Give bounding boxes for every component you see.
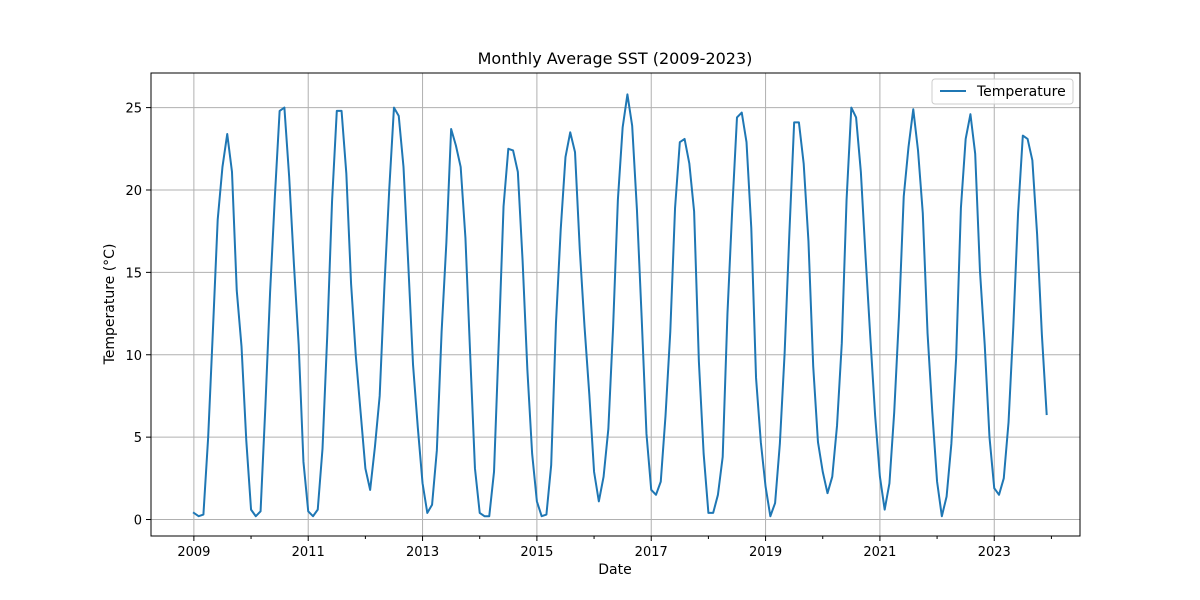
plot-frame (150, 72, 1081, 537)
x-tick-label-2009: 2009 (177, 545, 210, 560)
axis-ticks: 2009 2011 2013 2015 2017 2019 2021 2023 0 5 10 15 20… (125, 102, 1052, 560)
x-tick-label-2017: 2017 (635, 545, 668, 560)
legend-label-temperature: Temperature (976, 84, 1066, 100)
legend-box (931, 78, 1074, 105)
y-axis-label: Temperature (°C) (102, 244, 118, 366)
x-tick-label-2011: 2011 (292, 545, 325, 560)
x-tick-label-2015: 2015 (520, 545, 553, 560)
x-tick-label-2013: 2013 (406, 545, 439, 560)
y-tick-label-0: 0 (134, 514, 142, 529)
series-line-temperature (192, 93, 1048, 518)
y-tick-label-20: 20 (125, 184, 142, 199)
y-tick-label-25: 25 (125, 102, 142, 117)
grid-lines (151, 73, 1080, 536)
y-tick-label-10: 10 (125, 349, 142, 364)
x-tick-label-2021: 2021 (863, 545, 896, 560)
series-layer (192, 93, 1048, 518)
chart-title: Monthly Average SST (2009-2023) (478, 49, 753, 68)
x-axis-label: Date (598, 562, 631, 578)
x-tick-label-2023: 2023 (978, 545, 1011, 560)
legend: Temperature (931, 78, 1074, 105)
y-tick-label-5: 5 (134, 431, 142, 446)
y-tick-label-15: 15 (125, 266, 142, 281)
x-tick-label-2019: 2019 (749, 545, 782, 560)
